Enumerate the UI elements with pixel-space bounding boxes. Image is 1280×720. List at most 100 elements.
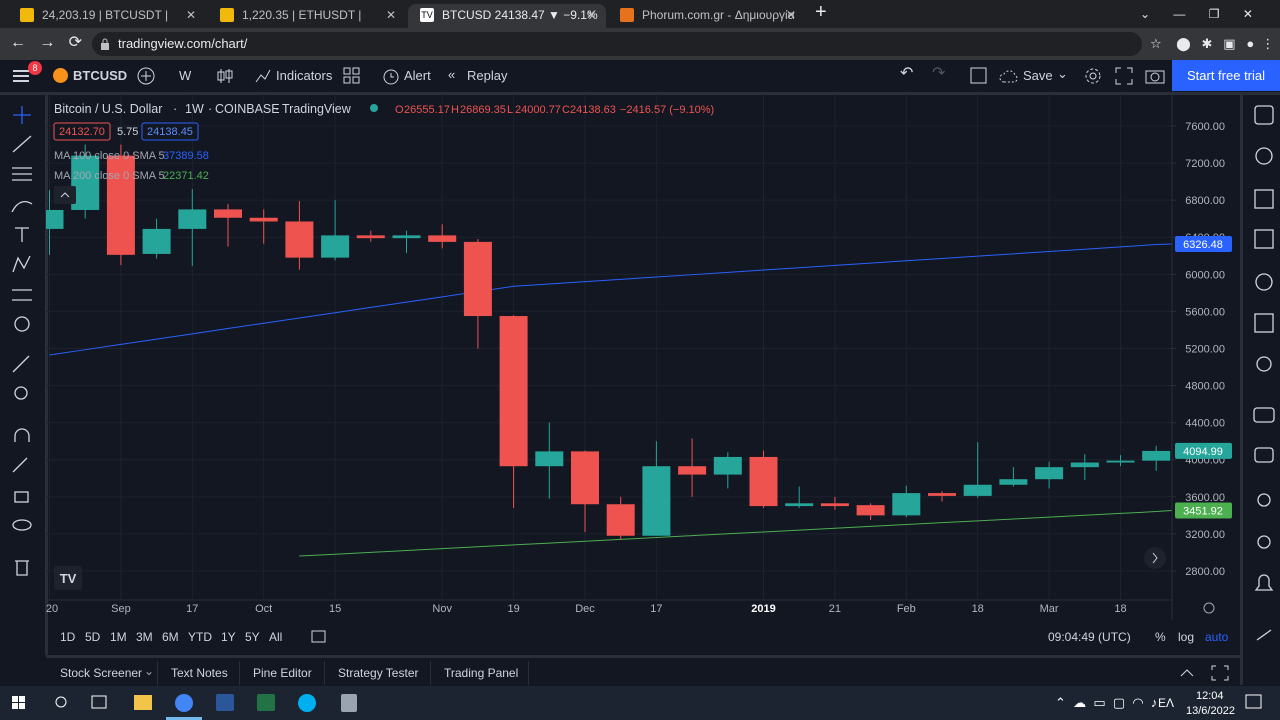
tv-logo[interactable]	[54, 566, 82, 590]
notification-center[interactable]	[1245, 694, 1263, 712]
alert-button[interactable]: Alert	[404, 68, 431, 83]
menu-icon[interactable]	[12, 68, 32, 84]
chrome[interactable]	[175, 694, 193, 712]
tray-icons[interactable]: ⌃ ☁ ▭ ▢ ◠ ♪	[1055, 695, 1158, 710]
hotlist-icon[interactable]	[1255, 273, 1273, 291]
panel-tab[interactable]: Stock Screener	[60, 666, 143, 680]
trendline-tool[interactable]	[12, 135, 32, 153]
panel-tab[interactable]: Pine Editor	[253, 666, 312, 680]
pattern-tool[interactable]	[12, 255, 31, 273]
layout-square[interactable]	[970, 67, 988, 85]
ask-box[interactable]	[141, 122, 199, 141]
clock[interactable]: 09:04:49 (UTC)	[1048, 630, 1131, 644]
visibility-tool[interactable]	[12, 519, 32, 531]
timeframe[interactable]: 1M	[110, 630, 127, 644]
time[interactable]: 12:04	[1196, 690, 1224, 702]
legend-collapse[interactable]	[54, 186, 76, 204]
axis-settings[interactable]	[1203, 602, 1215, 614]
timeframe[interactable]: 1Y	[221, 630, 236, 644]
cloud-icon[interactable]	[999, 67, 1021, 85]
zoom-tool[interactable]	[14, 386, 28, 400]
calendar-icon[interactable]	[1254, 313, 1274, 333]
broadcast-icon[interactable]	[1257, 493, 1271, 507]
new-tab[interactable]: +	[815, 1, 827, 23]
settings-icon[interactable]	[1083, 66, 1103, 86]
playback-icon[interactable]	[1257, 535, 1271, 549]
skype[interactable]	[298, 694, 316, 712]
replay-button[interactable]: Replay	[467, 68, 508, 83]
snapshot-icon[interactable]	[1145, 67, 1165, 85]
window-controls[interactable]: ⌄ — ❐ ✕	[1140, 7, 1253, 21]
explorer[interactable]	[134, 695, 152, 710]
help-icon[interactable]	[1256, 629, 1272, 641]
panel-menu[interactable]: ⌄	[144, 664, 155, 678]
timeframe[interactable]: All	[269, 630, 283, 644]
ruler-tool[interactable]	[12, 355, 30, 373]
trial-button[interactable]: Start free trial	[1172, 60, 1280, 91]
chart-type-icon[interactable]	[215, 66, 235, 86]
magnet-tool[interactable]	[14, 428, 30, 442]
tab[interactable]: Phorum.com.gr - Δημιουργία απ✕	[608, 4, 806, 28]
browser-icons[interactable]: ☆ ⬤ ✱ ▣ ● ⋮	[1150, 36, 1275, 51]
prediction-tool[interactable]	[12, 289, 32, 301]
start-button[interactable]	[12, 696, 25, 709]
panel-controls[interactable]	[1179, 664, 1239, 682]
word[interactable]	[216, 694, 234, 711]
timeframe[interactable]: 5D	[85, 630, 101, 644]
fib-tool[interactable]	[12, 167, 32, 181]
date-range-icon[interactable]	[311, 629, 327, 645]
timeframe[interactable]: YTD	[188, 630, 212, 644]
scale-option[interactable]: log	[1178, 630, 1195, 644]
lock-tool[interactable]	[14, 491, 29, 503]
indicators-icon[interactable]	[254, 66, 272, 84]
compare-icon[interactable]	[136, 66, 156, 86]
lock-drawings[interactable]	[12, 457, 28, 473]
news-icon[interactable]	[1254, 189, 1274, 209]
tab[interactable]: TV BTCUSD 24138.47 ▼ −9.1% ✕	[408, 4, 606, 28]
notifications-icon[interactable]	[1254, 574, 1274, 591]
symbol[interactable]: BTCUSD	[73, 68, 128, 83]
excel[interactable]	[257, 694, 275, 711]
ideas-icon[interactable]	[1256, 356, 1272, 372]
nav-buttons[interactable]: ← → ⟳	[10, 34, 83, 51]
text-tool[interactable]	[15, 227, 29, 242]
brush-tool[interactable]	[11, 200, 33, 213]
url-box[interactable]: tradingview.com/chart/	[92, 32, 1142, 56]
panel-tab[interactable]: Text Notes	[171, 666, 228, 680]
chat-icon[interactable]	[1253, 407, 1275, 423]
alert-icon[interactable]	[381, 66, 401, 86]
panel-tab[interactable]: Trading Panel	[444, 666, 519, 680]
delete-tool[interactable]	[15, 560, 29, 576]
date[interactable]: 13/6/2022	[1186, 705, 1235, 717]
watchlist-icon[interactable]	[1254, 105, 1274, 125]
crosshair-tool[interactable]	[13, 106, 31, 124]
save-menu[interactable]: ⌄	[1057, 66, 1068, 81]
replay-icon[interactable]: «	[448, 67, 456, 82]
language[interactable]: ΕΛ	[1158, 696, 1175, 710]
interval[interactable]: W	[179, 68, 192, 83]
streams-icon[interactable]	[1254, 447, 1274, 463]
search[interactable]	[55, 696, 67, 708]
panel-tab[interactable]: Strategy Tester	[338, 666, 419, 680]
task-view[interactable]	[91, 695, 107, 709]
alerts-icon[interactable]	[1255, 147, 1273, 165]
timeframe[interactable]: 5Y	[245, 630, 260, 644]
timeframe[interactable]: 1D	[60, 630, 76, 644]
save-button[interactable]: Save	[1023, 68, 1053, 83]
scale-option[interactable]: auto	[1205, 630, 1229, 644]
fullscreen-icon[interactable]	[1115, 67, 1133, 85]
data-window-icon[interactable]	[1254, 229, 1274, 249]
layout-icon[interactable]	[343, 67, 361, 85]
emoji-tool[interactable]	[14, 316, 30, 332]
redo[interactable]: ↷	[932, 65, 946, 82]
tab[interactable]: 24,203.19 | BTCUSDT | Binance S✕	[8, 4, 206, 28]
undo[interactable]: ↶	[900, 65, 914, 82]
calculator[interactable]	[341, 694, 357, 712]
timeframe[interactable]: 6M	[162, 630, 179, 644]
bid-box[interactable]	[53, 122, 111, 141]
scale-option[interactable]: %	[1155, 630, 1166, 644]
timeframe[interactable]: 3M	[136, 630, 153, 644]
indicators-button[interactable]: Indicators	[276, 68, 333, 83]
tab[interactable]: 1,220.35 | ETHUSDT | Binance S✕	[208, 4, 406, 28]
scroll-button[interactable]	[1144, 547, 1166, 569]
